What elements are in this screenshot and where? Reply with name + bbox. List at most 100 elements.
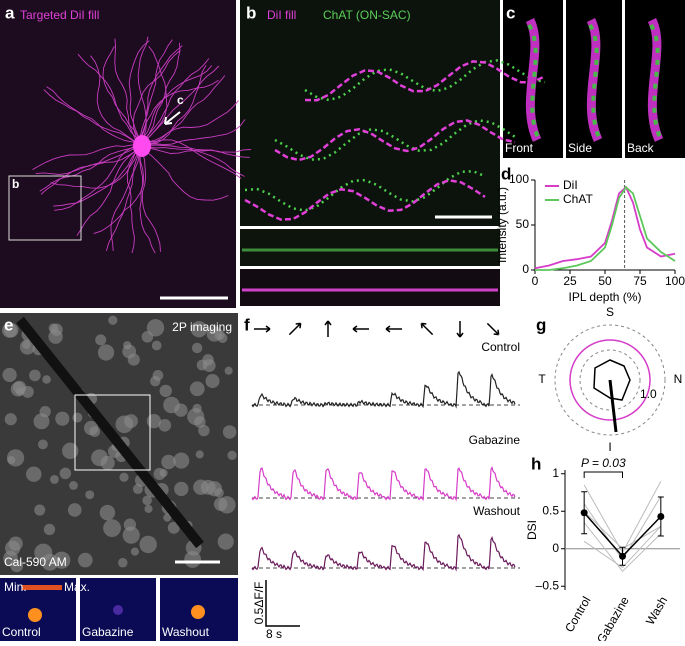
- dendrite: [32, 144, 141, 170]
- cell: [95, 334, 107, 346]
- dendrite: [105, 144, 141, 252]
- mean-point: [580, 509, 588, 517]
- x-tick-label: 0: [532, 274, 539, 288]
- dendrite: [139, 144, 161, 252]
- individual-line: [583, 510, 662, 550]
- legend-label: ChAT: [563, 192, 593, 206]
- cell: [41, 553, 59, 571]
- process: [244, 169, 486, 212]
- cell: [184, 551, 202, 568]
- polar-ring: [579, 349, 641, 411]
- cell: [29, 369, 41, 382]
- individual-line: [583, 525, 662, 569]
- direction-arrow: [420, 322, 434, 336]
- direction-arrow: [288, 322, 302, 336]
- direction-arrow: [385, 325, 402, 333]
- inset-box: [8, 175, 82, 241]
- soma: [133, 135, 151, 157]
- cell: [198, 424, 210, 437]
- label: I: [608, 440, 611, 454]
- cell: [192, 403, 202, 413]
- dendrite: [139, 144, 229, 201]
- polar-control: [593, 359, 631, 401]
- cell: [224, 366, 233, 375]
- cell: [187, 408, 205, 426]
- label: DiI fill: [267, 8, 296, 22]
- y-label: DSI: [525, 520, 539, 540]
- label: Control: [481, 340, 520, 354]
- series-line: [535, 185, 676, 271]
- annotation: P = 0.03: [581, 456, 626, 470]
- cell: [122, 526, 140, 544]
- label: c: [506, 3, 515, 22]
- direction-arrow: [254, 325, 271, 333]
- dendrite: [139, 144, 156, 254]
- label: b: [246, 3, 256, 22]
- dendrite: [139, 42, 181, 146]
- cell: [69, 481, 78, 490]
- label: Washout: [473, 504, 521, 518]
- panel-b-image: [240, 0, 500, 226]
- cell: [72, 412, 83, 423]
- dendrite: [110, 144, 141, 252]
- label: g: [536, 315, 546, 334]
- decoration: [1, 17, 666, 627]
- individual-line: [583, 522, 662, 573]
- dendrite: [139, 100, 239, 146]
- y-tick-label: 50: [516, 217, 530, 231]
- cell: [139, 535, 157, 554]
- process: [304, 60, 546, 102]
- cell: [3, 322, 19, 338]
- label: a: [5, 3, 15, 22]
- cell: [99, 504, 116, 521]
- dendrite: [139, 75, 226, 146]
- dendrite: [39, 144, 141, 192]
- cell: [141, 331, 154, 343]
- cell: [214, 488, 224, 498]
- label: 1.0: [640, 387, 657, 401]
- x-tick-label: Gabazine: [594, 594, 632, 641]
- cell: [227, 450, 237, 460]
- cell: [77, 552, 93, 568]
- label: Back: [627, 141, 655, 155]
- dendrite: [43, 89, 141, 146]
- label: c: [177, 93, 184, 107]
- dendrite: [90, 55, 141, 146]
- cell: [217, 533, 234, 550]
- trace: [251, 466, 516, 502]
- cell: [3, 550, 18, 566]
- x-tick-label: Control: [562, 594, 593, 635]
- inset-box: [74, 394, 151, 471]
- polar-vector: [608, 379, 618, 433]
- label: 2P imaging: [172, 320, 232, 334]
- cell: [85, 490, 95, 500]
- cell: [202, 359, 216, 372]
- direction-arrow: [324, 320, 332, 337]
- cell: [22, 340, 31, 350]
- cell: [42, 375, 51, 384]
- dendrite: [128, 40, 150, 146]
- cell: [59, 467, 72, 480]
- polar-ring: [554, 324, 666, 436]
- dendrite: [139, 144, 250, 158]
- process: [304, 59, 546, 102]
- x-tick-label: Wash: [643, 594, 670, 627]
- cell: [33, 413, 50, 430]
- label: Max.: [64, 580, 90, 594]
- label: Gabazine: [82, 625, 134, 639]
- cell: [119, 472, 129, 482]
- label: Targeted DiI fill: [20, 8, 99, 22]
- dendrite: [126, 144, 141, 254]
- dendrite: [77, 53, 141, 146]
- direction-arrow: [352, 325, 369, 333]
- cell: [67, 503, 82, 517]
- cell: [8, 536, 23, 551]
- label: b: [12, 177, 19, 191]
- soma-signal: [113, 605, 123, 615]
- x-tick-label: 75: [633, 274, 647, 288]
- panel-letter: h: [531, 454, 541, 473]
- cell: [7, 455, 16, 464]
- dendrite: [102, 45, 141, 146]
- y-label: Intensity (a.u.): [495, 187, 509, 263]
